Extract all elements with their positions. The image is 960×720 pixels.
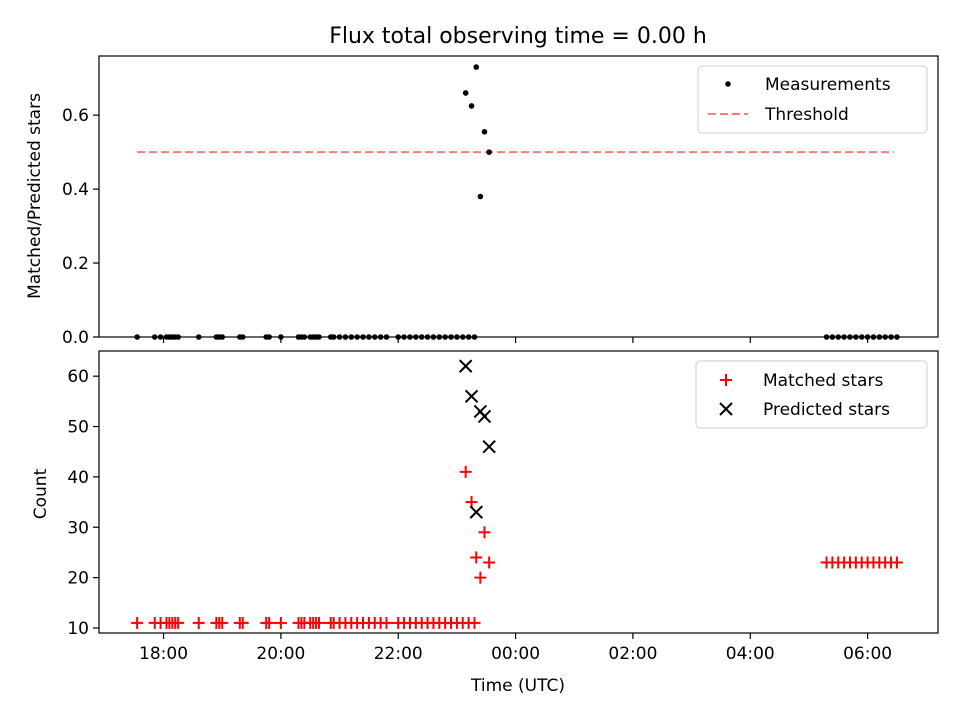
x-tick-label: 06:00 <box>843 644 892 664</box>
y-tick-label: 0.6 <box>62 106 89 126</box>
matched-stars-point <box>380 616 393 629</box>
legend-predicted-label: Predicted stars <box>763 400 890 420</box>
x-tick-label: 20:00 <box>256 644 305 664</box>
legend-measurements-marker <box>725 81 731 87</box>
y-tick-label: 10 <box>67 619 89 639</box>
y-tick-label: 20 <box>67 569 89 589</box>
legend-matched-marker <box>720 374 732 386</box>
matched-stars-point <box>459 465 472 478</box>
y-tick-label: 0.4 <box>62 180 89 200</box>
x-tick-label: 00:00 <box>491 644 540 664</box>
measurements-point <box>481 128 488 135</box>
x-axis-label: Time (UTC) <box>470 676 565 696</box>
bottom-panel-ticks: 10 20 30 40 50 60 18:00 20:00 22:00 00:00 02:00 04:… <box>67 367 892 664</box>
predicted-stars-point <box>458 359 473 373</box>
legend-measurements-label: Measurements <box>765 75 891 95</box>
y-tick-label: 50 <box>67 418 89 438</box>
top-panel-legend: Measurements Threshold <box>697 65 928 134</box>
legend-threshold-label: Threshold <box>764 105 849 125</box>
legend-predicted-marker <box>719 402 733 416</box>
matched-stars-point <box>172 616 185 629</box>
top-panel-frame <box>98 55 939 338</box>
matched-stars-point <box>474 571 487 584</box>
top-panel-y-axis-label: Matched/Predicted stars <box>25 93 45 299</box>
matched-stars-point <box>274 616 287 629</box>
x-tick-label: 22:00 <box>374 644 423 664</box>
bottom-panel-legend: Matched stars Predicted stars <box>695 360 928 429</box>
matched-stars-point <box>470 551 483 564</box>
matched-stars-point <box>236 616 249 629</box>
matched-stars-point <box>263 616 276 629</box>
y-tick-label: 30 <box>67 518 89 538</box>
measurements-point <box>473 64 480 70</box>
top-panel: Flux total observing time = 0.00 h Match… <box>25 24 939 348</box>
measurements-point <box>462 90 469 96</box>
bottom-panel-frame <box>98 350 939 634</box>
matched-stars-point <box>478 526 491 539</box>
matched-stars-point <box>313 616 326 629</box>
y-tick-label: 60 <box>67 367 89 387</box>
matched-stars-point <box>468 616 481 629</box>
matched-stars-point <box>131 616 144 629</box>
x-tick-label: 02:00 <box>608 644 657 664</box>
bottom-panel-marks <box>131 359 903 629</box>
matched-stars-point <box>192 616 205 629</box>
bottom-panel: Count Time (UTC) 10 20 30 40 50 60 18:00 20:00 2… <box>31 350 939 696</box>
measurements-point <box>486 149 492 155</box>
y-tick-label: 40 <box>67 468 89 488</box>
predicted-stars-point <box>469 505 483 519</box>
top-panel-marks <box>134 64 900 340</box>
legend-matched-label: Matched stars <box>763 371 883 391</box>
x-tick-label: 04:00 <box>726 644 775 664</box>
bottom-legend-box <box>695 360 928 429</box>
predicted-stars-point <box>477 409 492 424</box>
x-tick-label: 18:00 <box>139 644 188 664</box>
top-legend-box <box>697 65 928 134</box>
matched-stars-point <box>483 556 496 569</box>
bottom-panel-y-axis-label: Count <box>31 468 51 519</box>
predicted-stars-point <box>464 389 479 404</box>
y-tick-label: 0.0 <box>62 328 89 348</box>
y-tick-label: 0.2 <box>62 254 89 274</box>
matched-stars-point <box>890 556 903 569</box>
measurements-point <box>477 193 484 200</box>
matched-stars-point <box>216 616 229 629</box>
predicted-stars-point <box>482 439 496 454</box>
measurements-point <box>468 103 475 109</box>
top-panel-ticks: 0.0 0.2 0.4 0.6 <box>62 106 869 348</box>
top-panel-title: Flux total observing time = 0.00 h <box>329 24 707 49</box>
